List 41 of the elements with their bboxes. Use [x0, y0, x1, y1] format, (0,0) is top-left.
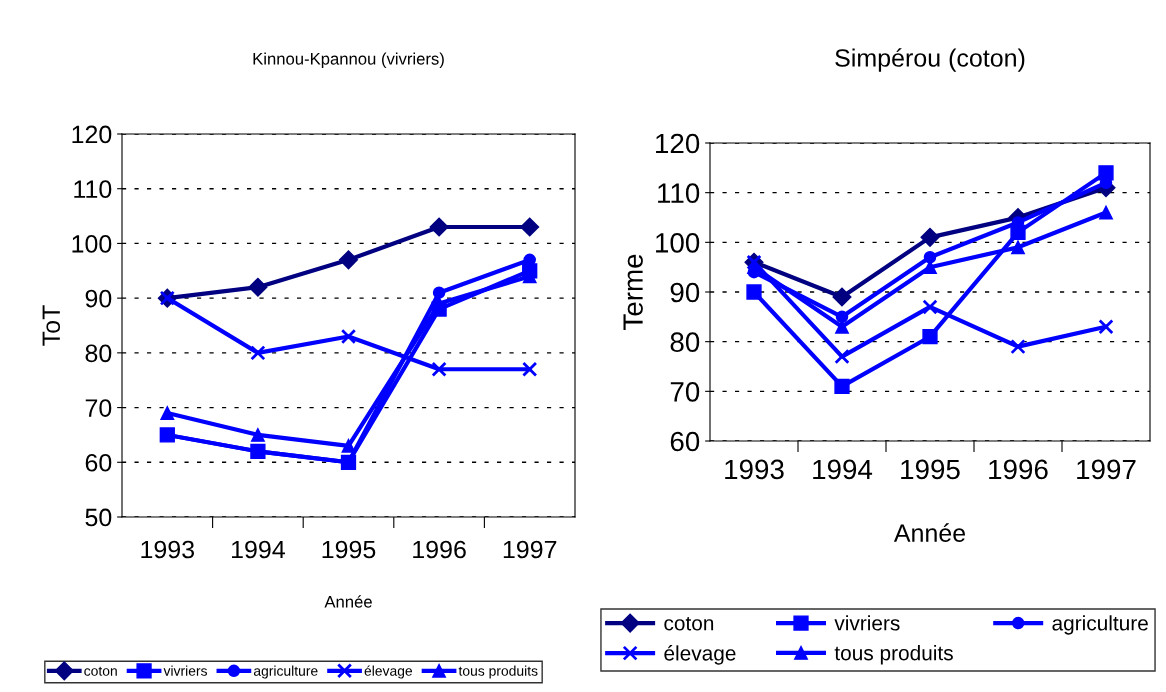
legend-label: agriculture [253, 665, 318, 679]
y-tick-label: 90 [85, 289, 112, 308]
y-tick-label: 70 [85, 399, 112, 417]
legend-label: élevage [364, 665, 413, 679]
x-tick-label: 1995 [322, 540, 376, 559]
x-axis-title: Année [324, 595, 372, 608]
y-tick-label: 50 [85, 508, 112, 527]
x-tick-label: 1993 [725, 459, 784, 480]
y-tick-label: 100 [72, 235, 112, 253]
x-tick-label: 1994 [813, 459, 873, 480]
legend-label: tous produits [834, 645, 953, 665]
legend-label: élevage [664, 645, 736, 665]
y-tick-label: 90 [670, 282, 700, 303]
y-axis-title: Terme [623, 254, 643, 330]
y-tick-label: 120 [72, 125, 112, 144]
x-tick-label: 1994 [232, 540, 285, 559]
x-tick-label: 1997 [503, 540, 557, 559]
chart-title: Simpérou (coton) [835, 48, 1025, 72]
y-tick-label: 80 [85, 344, 112, 363]
x-tick-label: 1995 [901, 459, 960, 480]
legend-label: vivriers [834, 615, 900, 631]
y-tick-label: 60 [670, 431, 700, 452]
y-tick-label: 120 [656, 133, 700, 154]
y-tick-label: 100 [656, 233, 700, 253]
legend-label: vivriers [163, 665, 207, 676]
chart-title: Kinnou-Kpannou (vivriers) [253, 52, 444, 69]
y-tick-label: 70 [670, 382, 700, 402]
legend-label: coton [664, 616, 714, 631]
x-tick-label: 1997 [1077, 459, 1136, 480]
y-tick-label: 60 [85, 453, 112, 472]
y-tick-label: 110 [658, 183, 700, 204]
x-tick-label: 1993 [141, 540, 195, 559]
x-tick-label: 1996 [413, 540, 466, 559]
x-tick-label: 1996 [989, 459, 1048, 480]
x-axis-title: Année [893, 523, 966, 542]
y-tick-label: 110 [74, 180, 112, 199]
y-tick-label: 80 [670, 332, 700, 353]
legend-label: tous produits [458, 665, 538, 679]
legend-label: coton [84, 666, 117, 676]
legend-label: agriculture [1052, 615, 1148, 635]
y-axis-title: ToT [42, 305, 61, 346]
